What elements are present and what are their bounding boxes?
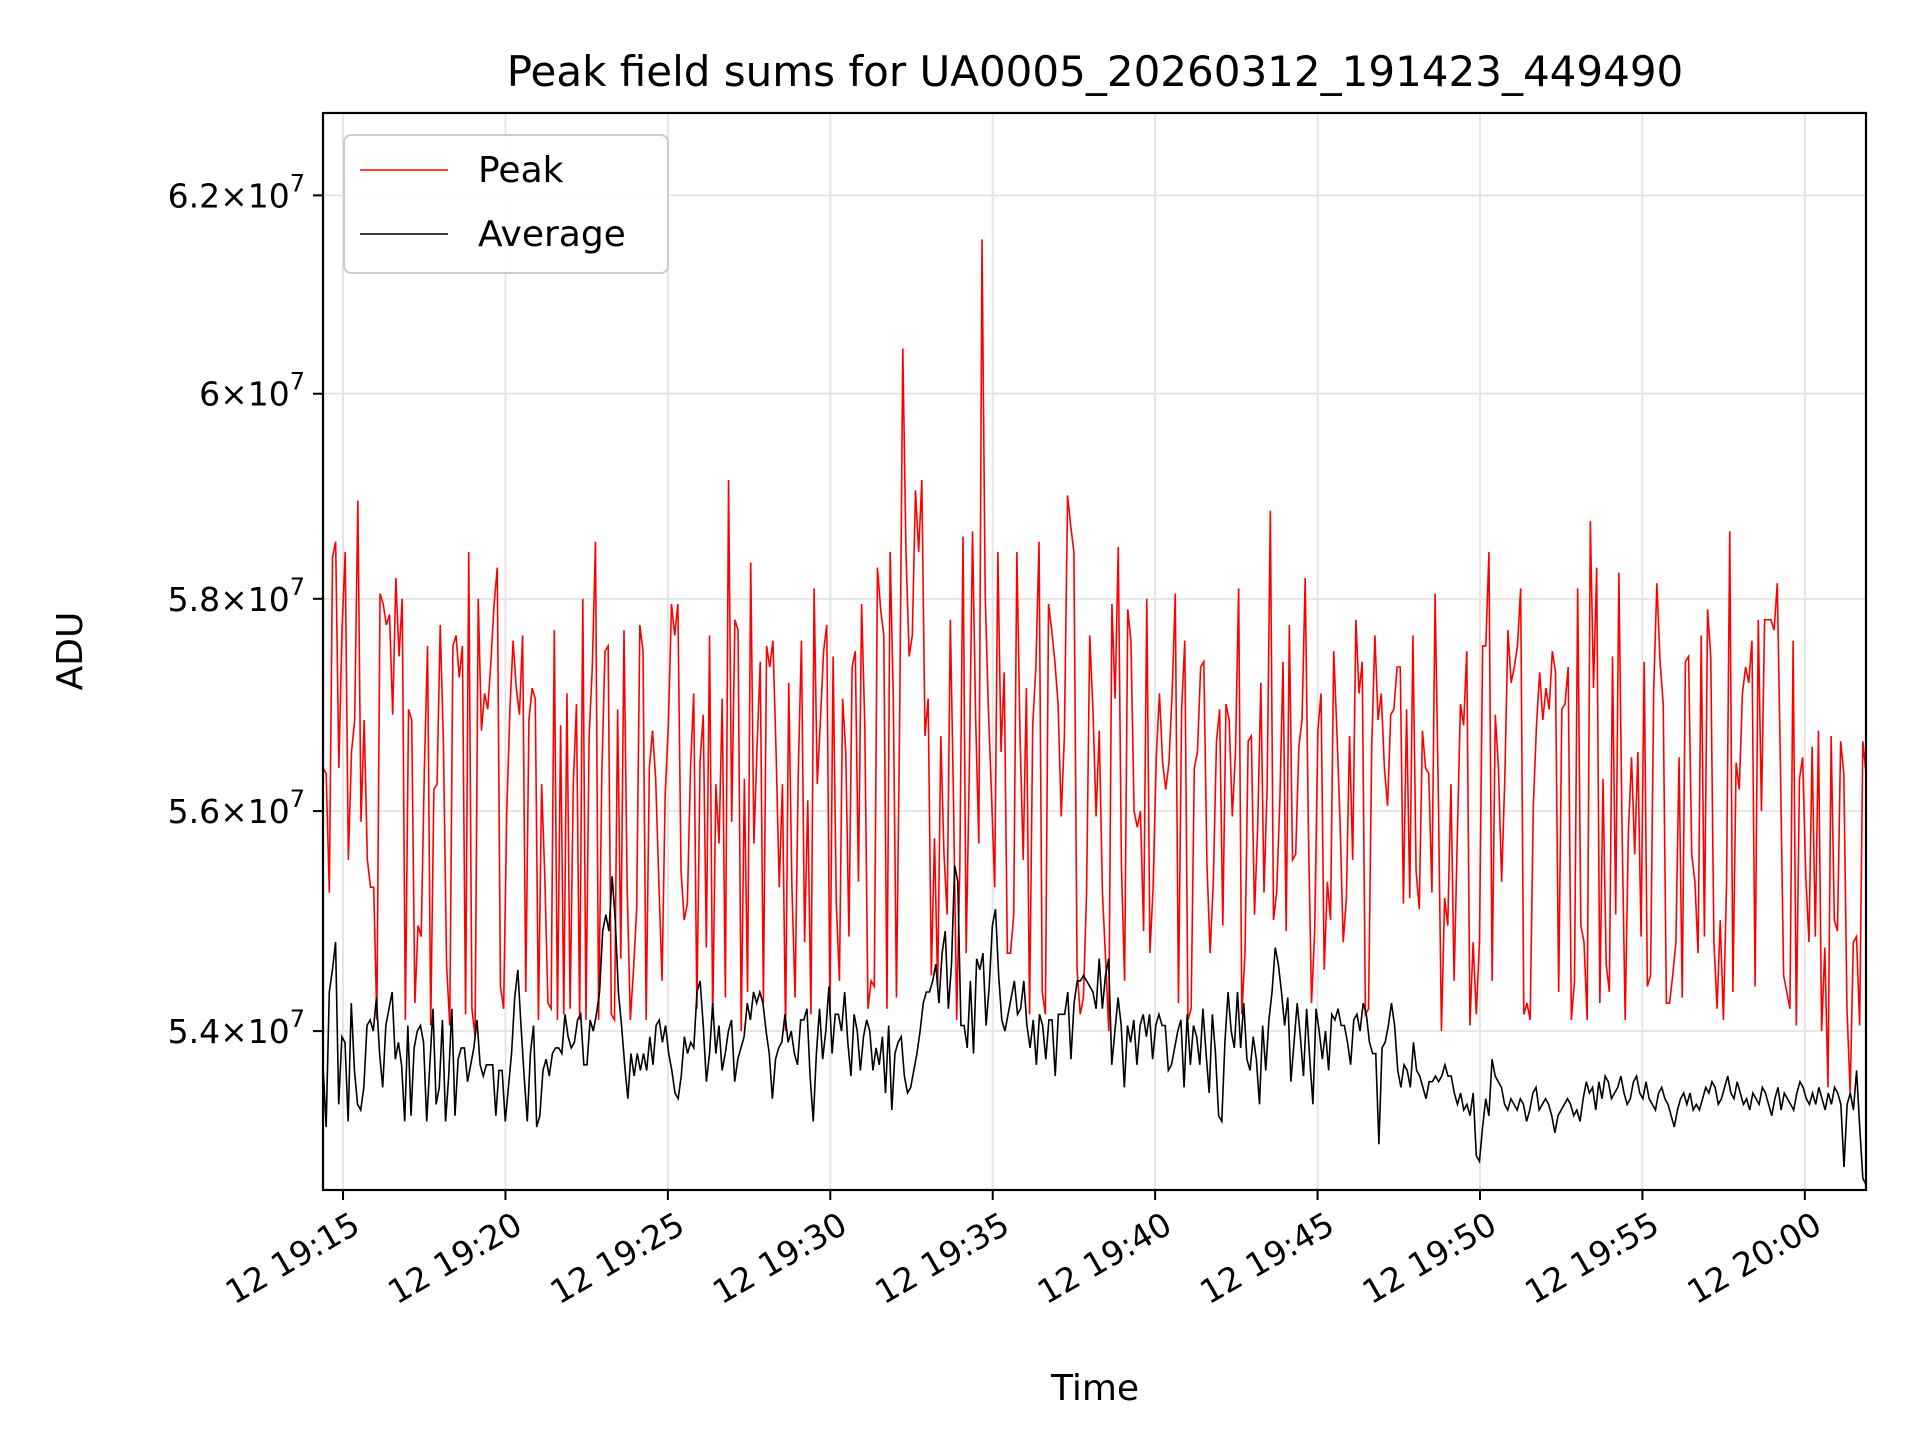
y-tick-exponent: 7 — [290, 1005, 305, 1033]
y-axis-label: ADU — [50, 612, 91, 691]
y-tick-label: 6.2×107 — [168, 169, 305, 215]
y-tick-label: 5.6×107 — [168, 785, 305, 831]
y-tick-mantissa: 5.4 — [168, 1012, 220, 1051]
legend-label-peak: Peak — [478, 150, 564, 191]
y-tick-times: ×10 — [220, 176, 290, 215]
y-tick-mantissa: 5.6 — [168, 792, 220, 831]
series-line-peak — [323, 239, 1866, 1094]
y-tick-label: 5.4×107 — [168, 1005, 305, 1051]
x-axis-label: Time — [1050, 1368, 1139, 1409]
plot-frame — [321, 111, 1868, 1192]
y-tick-label: 6×107 — [199, 368, 305, 414]
y-tick-mantissa: 6.2 — [168, 176, 220, 215]
chart-title: Peak field sums for UA0005_20260312_1914… — [507, 47, 1684, 96]
series-line-average — [323, 865, 1866, 1185]
y-tick-mantissa: 5.8 — [168, 580, 220, 619]
y-tick-label: 5.8×107 — [168, 573, 305, 619]
y-tick-exponent: 7 — [290, 785, 305, 813]
y-tick-mantissa: 6 — [199, 375, 220, 414]
grid-layer — [323, 113, 1866, 1190]
legend-label-average: Average — [478, 214, 626, 255]
legend: Peak Average — [343, 134, 669, 274]
y-tick-exponent: 7 — [290, 368, 305, 396]
y-tick-times: ×10 — [220, 375, 290, 414]
y-tick-exponent: 7 — [290, 573, 305, 601]
y-tick-times: ×10 — [220, 1012, 290, 1051]
y-tick-times: ×10 — [220, 580, 290, 619]
series-layer — [323, 239, 1866, 1185]
y-tick-times: ×10 — [220, 792, 290, 831]
y-tick-exponent: 7 — [290, 169, 305, 197]
